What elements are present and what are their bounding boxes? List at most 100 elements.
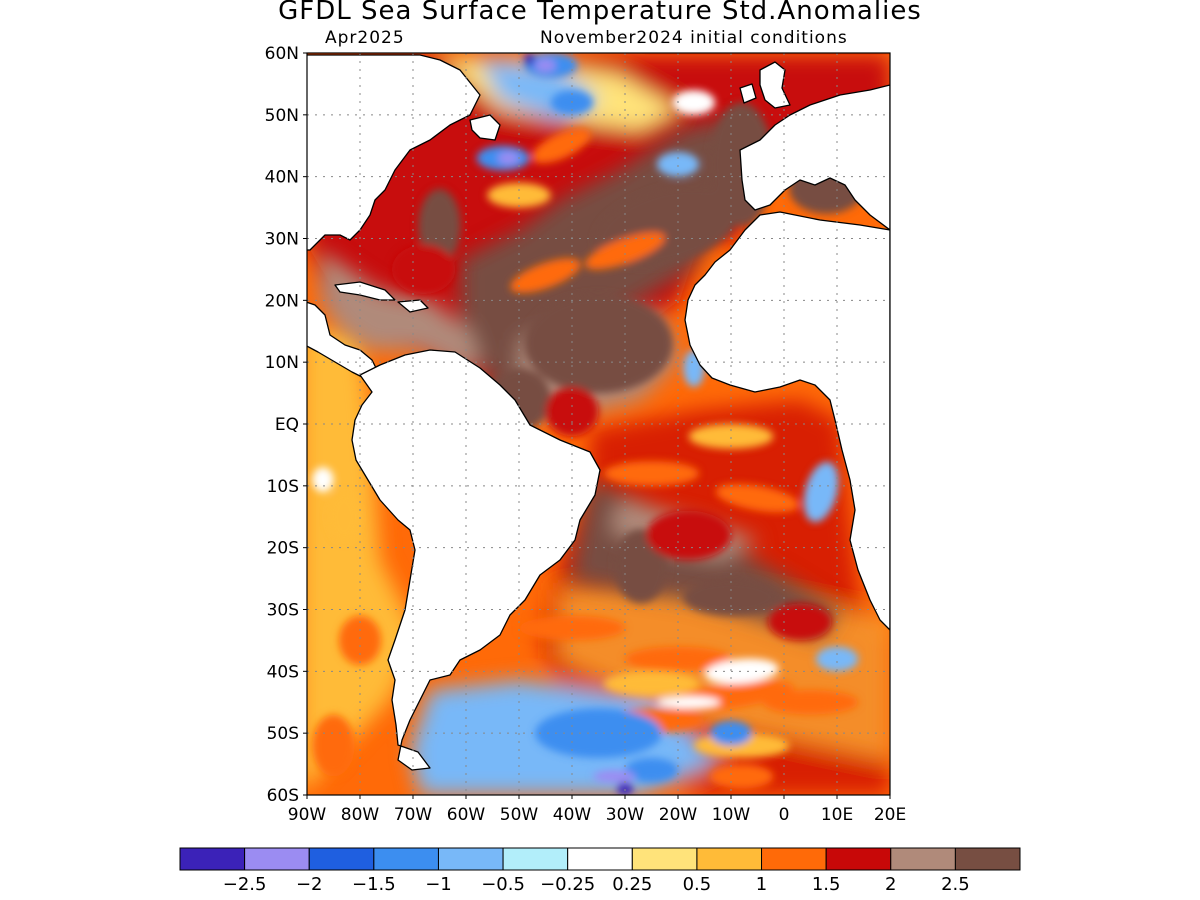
lat-tick-label: EQ bbox=[275, 415, 299, 435]
lat-tick-label: 40N bbox=[265, 168, 299, 188]
anomaly-region-high bbox=[768, 603, 832, 641]
colorbar-label: 2.5 bbox=[941, 874, 970, 895]
lat-tick-label: 10N bbox=[265, 353, 299, 373]
anomaly-detail-blobs bbox=[312, 53, 864, 795]
axis-labels: 60N 50N 40N 30N 20N 10N EQ 10S 20S 30S 40S 50S 60S90… bbox=[265, 44, 907, 825]
anomaly-region-strong bbox=[532, 128, 591, 164]
lon-tick-label: 90W bbox=[288, 805, 327, 825]
init-conditions-label: November2024 initial conditions bbox=[540, 28, 848, 48]
anomaly-region-warm bbox=[603, 671, 700, 697]
colorbar-swatch bbox=[244, 847, 310, 871]
anomaly-region-strong bbox=[762, 689, 859, 715]
anomaly-region-strong bbox=[709, 764, 774, 789]
colorbar-swatch bbox=[308, 847, 375, 871]
colorbar-swatch bbox=[696, 847, 763, 871]
colorbar-swatch bbox=[179, 847, 246, 871]
anomaly-region-strong bbox=[715, 483, 800, 513]
anomaly-region-cool bbox=[803, 461, 839, 523]
anomaly-region-strong bbox=[519, 615, 625, 641]
colorbar-label: −0.25 bbox=[540, 874, 595, 895]
graticule-grid bbox=[307, 53, 890, 795]
anomaly-region-strong bbox=[625, 646, 731, 672]
anomaly-region-neutral bbox=[312, 467, 334, 493]
colorbar-swatch bbox=[437, 847, 504, 871]
anomaly-region-high bbox=[545, 386, 599, 437]
colorbar-label: 2 bbox=[885, 874, 896, 895]
anomaly-region-neutral bbox=[656, 696, 721, 709]
anomaly-region-neutral bbox=[704, 658, 779, 685]
lat-tick-label: 20S bbox=[267, 539, 299, 559]
anomaly-region-extreme-cold bbox=[524, 53, 535, 66]
south-america-land bbox=[351, 349, 601, 771]
colorbar-label: −2.5 bbox=[223, 874, 267, 895]
lon-tick-label: 30W bbox=[606, 805, 645, 825]
lon-tick-label: 20E bbox=[874, 805, 906, 825]
lon-tick-label: 60W bbox=[447, 805, 486, 825]
colorbar-label: −1 bbox=[425, 874, 452, 895]
lon-tick-label: 40W bbox=[553, 805, 592, 825]
lat-tick-label: 20N bbox=[265, 291, 299, 311]
anomaly-region-cold bbox=[625, 757, 678, 783]
anomaly-region-strong bbox=[603, 461, 700, 486]
anomaly-region-strong bbox=[312, 714, 355, 777]
lat-tick-label: 10S bbox=[267, 477, 299, 497]
colorbar-swatch bbox=[761, 847, 827, 871]
lat-tick-label: 50S bbox=[267, 724, 299, 744]
lon-tick-label: 10W bbox=[712, 805, 751, 825]
lon-tick-label: 70W bbox=[394, 805, 433, 825]
anomaly-region-strong bbox=[338, 615, 382, 666]
map-title: GFDL Sea Surface Temperature Std.Anomali… bbox=[278, 0, 922, 26]
colorbar-label: −2 bbox=[296, 874, 323, 895]
north-america-land bbox=[307, 54, 481, 251]
anomaly-region-high bbox=[646, 510, 731, 561]
colorbar-swatch bbox=[890, 847, 956, 871]
british-isles-land bbox=[759, 61, 791, 109]
anomaly-region-extreme-cold bbox=[617, 782, 633, 795]
colorbar-swatch bbox=[954, 847, 1021, 871]
colorbar-swatch bbox=[825, 847, 892, 871]
colorbar-label: 1.5 bbox=[812, 874, 841, 895]
anomaly-region-very-cold bbox=[593, 770, 636, 783]
valid-month-label: Apr2025 bbox=[325, 28, 405, 48]
anomaly-region-high bbox=[391, 244, 456, 295]
lat-tick-label: 30S bbox=[267, 601, 299, 621]
anomaly-region-cold bbox=[534, 708, 663, 758]
colorbar-swatch bbox=[373, 847, 439, 871]
ireland-land bbox=[739, 83, 757, 104]
lon-tick-label: 10E bbox=[821, 805, 853, 825]
anomaly-region-strong bbox=[584, 232, 666, 270]
anomaly-region-neutral bbox=[672, 90, 716, 115]
colorbar-swatch bbox=[567, 847, 633, 871]
lon-tick-label: 20W bbox=[659, 805, 698, 825]
anomaly-region-very-cold bbox=[534, 59, 557, 72]
anomaly-region-very-cold bbox=[497, 151, 519, 165]
lon-tick-label: 50W bbox=[500, 805, 539, 825]
colorbar-swatch bbox=[502, 847, 569, 871]
africa-land bbox=[684, 211, 890, 631]
anomaly-region-very-high bbox=[524, 294, 673, 394]
colorbar-swatch bbox=[631, 847, 698, 871]
colorbar: −2.5 −2 −1.5 −1 −0.5 −0.25 0.25 0.5 1 1.5 2 2.5 bbox=[179, 847, 1021, 895]
lat-tick-label: 30N bbox=[265, 230, 299, 250]
anomaly-region-cool bbox=[656, 151, 700, 177]
colorbar-label: 0.25 bbox=[612, 874, 652, 895]
colorbar-label: −1.5 bbox=[352, 874, 396, 895]
lat-tick-label: 50N bbox=[265, 106, 299, 126]
lat-tick-label: 40S bbox=[267, 662, 299, 682]
anomaly-region-strong bbox=[510, 258, 581, 293]
land-masses bbox=[307, 54, 890, 771]
lat-tick-label: 60N bbox=[265, 44, 299, 64]
anomaly-region-warm bbox=[487, 182, 551, 208]
lat-tick-label: 60S bbox=[267, 786, 299, 806]
anomaly-region-very-high bbox=[418, 189, 461, 264]
europe-land bbox=[739, 84, 890, 231]
colorbar-label: −0.5 bbox=[481, 874, 525, 895]
plot-area bbox=[307, 53, 890, 795]
anomaly-region-warm bbox=[328, 492, 360, 542]
anomaly-region-cool bbox=[815, 646, 859, 672]
lon-tick-label: 0 bbox=[779, 805, 790, 825]
lon-tick-label: 80W bbox=[341, 805, 380, 825]
colorbar-label: 1 bbox=[756, 874, 767, 895]
anomaly-region-warm bbox=[688, 424, 774, 449]
newfoundland-land bbox=[469, 114, 501, 141]
